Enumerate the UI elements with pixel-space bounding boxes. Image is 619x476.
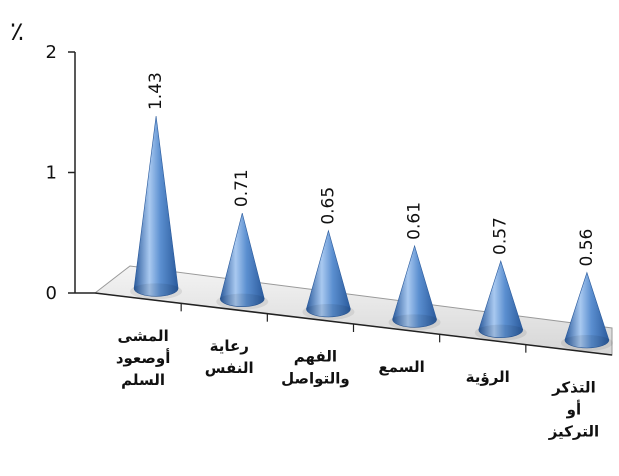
cone-bar xyxy=(130,115,183,300)
y-tick-label: 1 xyxy=(46,163,57,184)
data-label: 0.61 xyxy=(405,202,425,240)
cone-bar xyxy=(388,244,441,331)
category-label: الرؤية xyxy=(466,368,510,386)
data-label: 0.71 xyxy=(232,169,252,207)
data-label: 0.56 xyxy=(577,229,597,267)
data-label: 0.57 xyxy=(491,217,511,255)
cone-shadow xyxy=(302,303,355,320)
category-label-line: رعاية xyxy=(210,337,249,355)
cone-shadow xyxy=(216,293,269,310)
cone-shadow xyxy=(130,283,183,300)
cone-shape xyxy=(306,229,351,318)
cone-shape xyxy=(133,115,179,297)
cone-bar xyxy=(560,271,613,351)
cone-bar xyxy=(302,229,355,320)
category-label: رعاية النفس xyxy=(205,337,254,377)
category-label-line: السمع xyxy=(378,358,424,376)
category-label: التذكر أو التركيز xyxy=(548,378,599,440)
category-label-line: الفهم xyxy=(294,347,337,365)
category-label: السمع xyxy=(378,358,424,376)
cone-shape xyxy=(478,259,524,338)
data-label: 0.65 xyxy=(318,187,338,225)
category-label-line: المشى xyxy=(117,327,168,345)
chart-axes: 0 1 2 xyxy=(46,42,527,353)
data-labels: 1.43 0.71 0.65 0.61 0.57 0.56 xyxy=(146,72,597,266)
cone-shape xyxy=(219,213,265,307)
category-label-line: والتواصل xyxy=(281,369,350,387)
cone-shadow xyxy=(474,324,527,341)
category-label-line: السلم xyxy=(121,371,165,389)
category-label: الفهم والتواصل xyxy=(281,347,350,387)
category-label-line: أو xyxy=(566,399,581,418)
category-label: المشى أوصعود السلم xyxy=(116,327,171,389)
cone-shadow xyxy=(560,334,613,351)
category-label-line: الرؤية xyxy=(466,368,510,386)
category-label-line: التركيز xyxy=(548,422,599,440)
data-label: 1.43 xyxy=(146,72,166,110)
cone-shape xyxy=(564,271,610,349)
y-tick-label: 2 xyxy=(46,42,57,63)
cone-bar xyxy=(474,259,527,341)
cone-shadow xyxy=(388,314,441,331)
category-label-line: النفس xyxy=(205,359,254,377)
cone-series xyxy=(130,115,613,351)
unit-label: ٪ xyxy=(10,17,24,47)
y-tick-label: 0 xyxy=(46,283,57,304)
cone-bar xyxy=(216,213,269,310)
cone-shape xyxy=(392,244,437,328)
category-label-line: أوصعود xyxy=(116,348,171,367)
category-label-line: التذكر xyxy=(551,378,596,396)
